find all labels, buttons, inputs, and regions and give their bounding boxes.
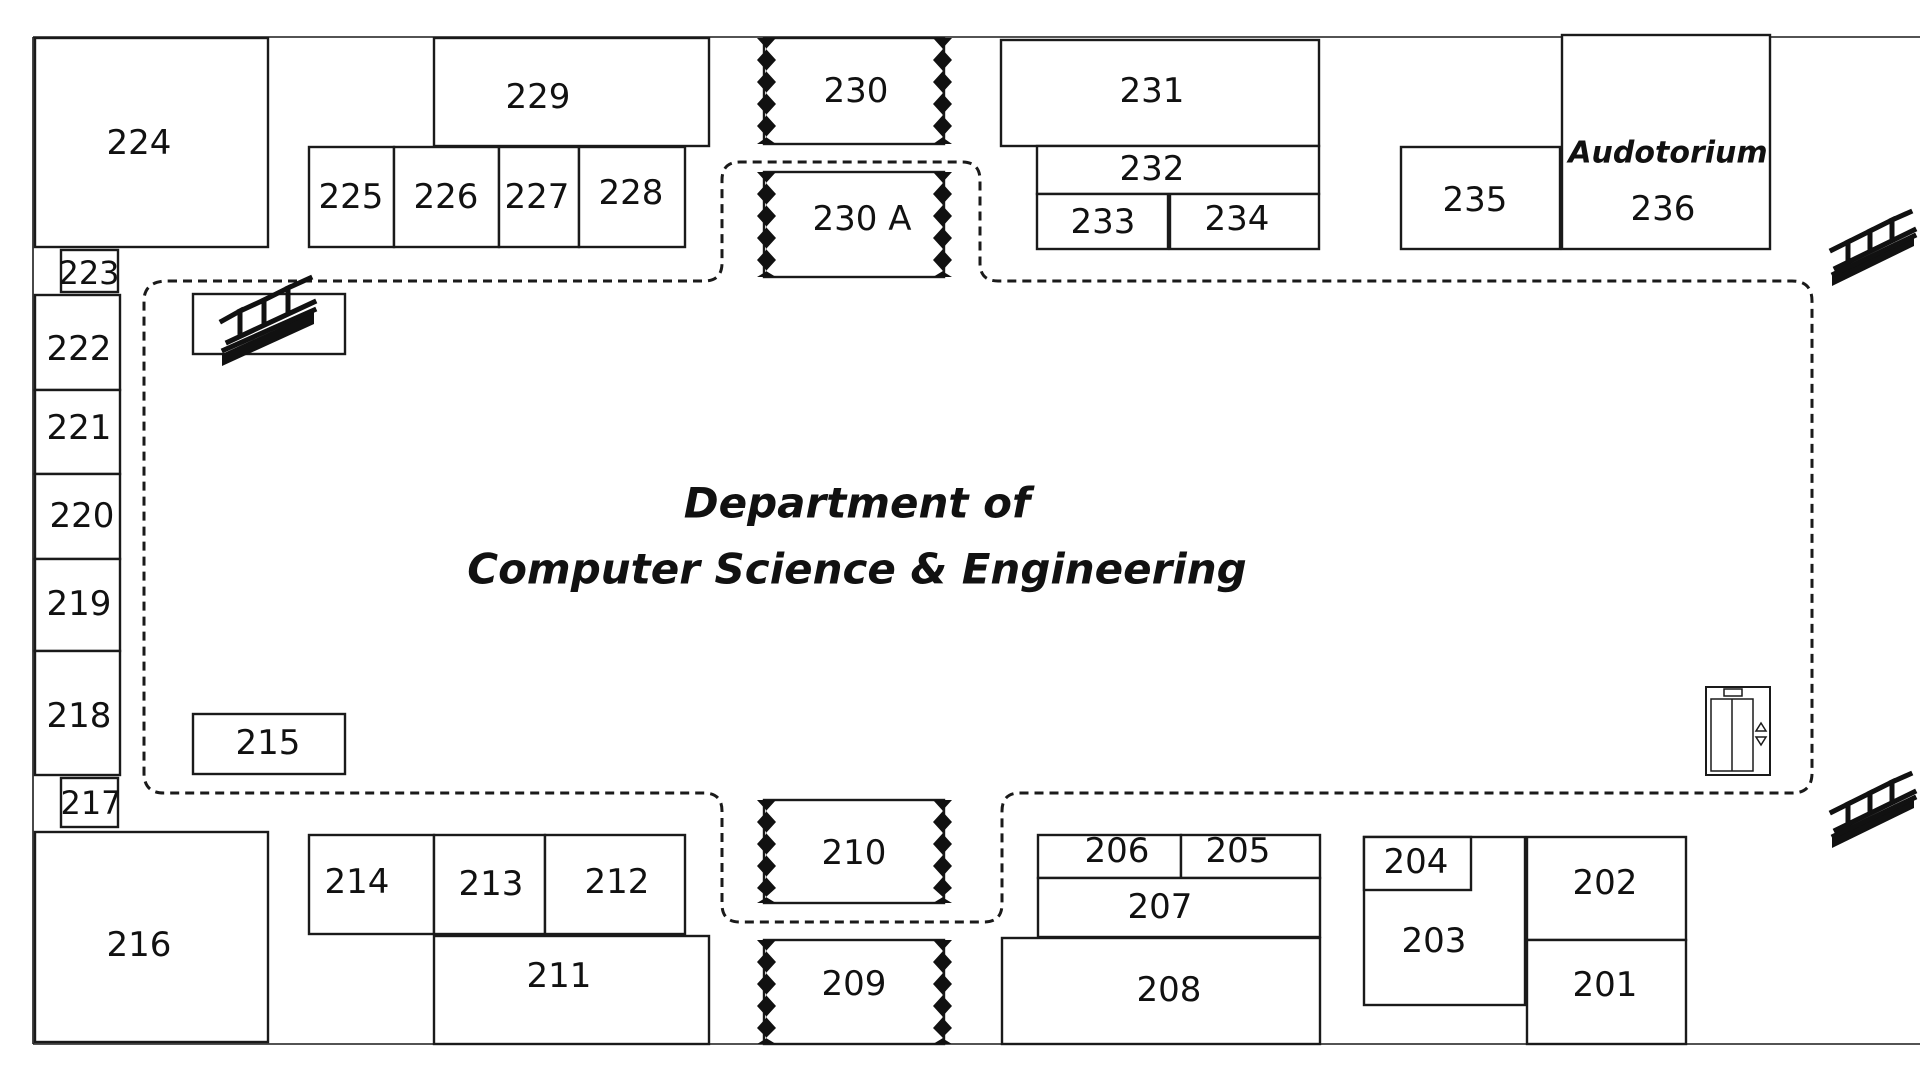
room-213[interactable]: 213 bbox=[432, 833, 547, 936]
room-230-label: 230 bbox=[824, 71, 889, 111]
department-title-line-1: Department of bbox=[684, 479, 1035, 528]
room-210[interactable]: 210 bbox=[757, 798, 952, 905]
room-229-label: 229 bbox=[506, 77, 571, 117]
corridor-outline bbox=[142, 160, 1814, 924]
room-201-label: 201 bbox=[1573, 965, 1638, 1005]
elevator-icon[interactable] bbox=[1705, 686, 1771, 776]
room-225-label: 225 bbox=[319, 177, 384, 217]
room-235-label: 235 bbox=[1443, 180, 1508, 220]
room-233[interactable]: 233 bbox=[1035, 192, 1170, 251]
room-204[interactable]: 204 bbox=[1362, 835, 1473, 892]
room-216-label: 216 bbox=[107, 925, 172, 965]
room-224[interactable]: 224 bbox=[33, 36, 270, 249]
room-220-label: 220 bbox=[50, 496, 115, 536]
department-title-line-2: Computer Science & Engineering bbox=[467, 545, 1246, 594]
room-231-label: 231 bbox=[1120, 71, 1185, 111]
room-225[interactable]: 225 bbox=[307, 145, 396, 249]
room-227-label: 227 bbox=[505, 177, 570, 217]
room-213-label: 213 bbox=[459, 864, 524, 904]
room-205-label: 205 bbox=[1206, 831, 1271, 871]
stairs-icon[interactable] bbox=[218, 274, 318, 366]
room-207-label: 207 bbox=[1128, 887, 1193, 927]
room-228[interactable]: 228 bbox=[577, 145, 687, 249]
room-218[interactable]: 218 bbox=[33, 649, 122, 777]
room-209-label: 209 bbox=[822, 964, 887, 1004]
room-219[interactable]: 219 bbox=[33, 557, 122, 653]
room-212[interactable]: 212 bbox=[543, 833, 687, 936]
room-233-label: 233 bbox=[1071, 202, 1136, 242]
room-216[interactable]: 216 bbox=[33, 830, 270, 1044]
room-230[interactable]: 230 bbox=[757, 36, 952, 146]
zigzag-edge-left bbox=[757, 38, 776, 144]
room-208[interactable]: 208 bbox=[1000, 936, 1322, 1046]
room-221-label: 221 bbox=[47, 408, 112, 448]
room-214-label: 214 bbox=[325, 862, 390, 902]
room-231[interactable]: 231 bbox=[999, 38, 1321, 148]
stairs-icon[interactable] bbox=[1828, 770, 1918, 848]
room-203-label: 203 bbox=[1402, 921, 1467, 961]
room-223[interactable]: 223 bbox=[58, 248, 120, 294]
room-206[interactable]: 206 bbox=[1036, 831, 1183, 880]
room-226[interactable]: 226 bbox=[392, 145, 501, 249]
room-234-label: 234 bbox=[1205, 199, 1270, 239]
room-214[interactable]: 214 bbox=[307, 833, 436, 936]
room-201[interactable]: 201 bbox=[1525, 938, 1688, 1046]
room-206-label: 206 bbox=[1085, 831, 1150, 871]
auditorium-label: Audotorium bbox=[1566, 136, 1767, 171]
room-235[interactable]: 235 bbox=[1399, 145, 1562, 251]
room-202-label: 202 bbox=[1573, 863, 1638, 903]
room-230a[interactable]: 230 A bbox=[757, 170, 952, 279]
room-220[interactable]: 220 bbox=[33, 472, 122, 561]
room-232-label: 232 bbox=[1120, 149, 1185, 189]
room-210-label: 210 bbox=[822, 833, 887, 873]
room-234[interactable]: 234 bbox=[1168, 192, 1321, 251]
room-211-label: 211 bbox=[527, 956, 592, 996]
room-204-label: 204 bbox=[1384, 842, 1449, 882]
zigzag-edge-left bbox=[757, 172, 776, 277]
room-218-label: 218 bbox=[47, 696, 112, 736]
zigzag-edge-right bbox=[933, 800, 952, 903]
room-230a-label: 230 A bbox=[813, 199, 912, 239]
room-226-label: 226 bbox=[414, 177, 479, 217]
room-217-label: 217 bbox=[60, 784, 121, 822]
room-217[interactable]: 217 bbox=[59, 776, 122, 829]
room-215-label: 215 bbox=[236, 723, 301, 763]
zigzag-edge-left bbox=[757, 800, 776, 903]
room-232[interactable]: 232 bbox=[1035, 144, 1321, 196]
room-228-label: 228 bbox=[599, 173, 664, 213]
zigzag-edge-right bbox=[933, 940, 952, 1044]
room-219-label: 219 bbox=[47, 584, 112, 624]
room-202[interactable]: 202 bbox=[1525, 835, 1688, 942]
zigzag-edge-left bbox=[757, 940, 776, 1044]
room-207[interactable]: 207 bbox=[1036, 876, 1322, 939]
room-223-label: 223 bbox=[58, 254, 119, 292]
zigzag-edge-right bbox=[933, 172, 952, 277]
room-221[interactable]: 221 bbox=[33, 388, 122, 476]
room-222-label: 222 bbox=[47, 329, 112, 369]
zigzag-edge-right bbox=[933, 38, 952, 144]
room-224-label: 224 bbox=[107, 123, 172, 163]
room-215[interactable]: 215 bbox=[191, 712, 347, 776]
stairs-icon[interactable] bbox=[1828, 208, 1918, 286]
room-209[interactable]: 209 bbox=[757, 938, 952, 1046]
room-236-label: 236 bbox=[1631, 189, 1696, 229]
room-222[interactable]: 222 bbox=[33, 293, 122, 392]
room-208-label: 208 bbox=[1137, 970, 1202, 1010]
room-229[interactable]: 229 bbox=[432, 36, 711, 148]
room-236-auditorium[interactable]: Audotorium 236 bbox=[1560, 33, 1772, 251]
room-205[interactable]: 205 bbox=[1179, 831, 1322, 880]
room-212-label: 212 bbox=[585, 862, 650, 902]
room-211[interactable]: 211 bbox=[432, 934, 711, 1046]
room-227[interactable]: 227 bbox=[497, 145, 581, 249]
